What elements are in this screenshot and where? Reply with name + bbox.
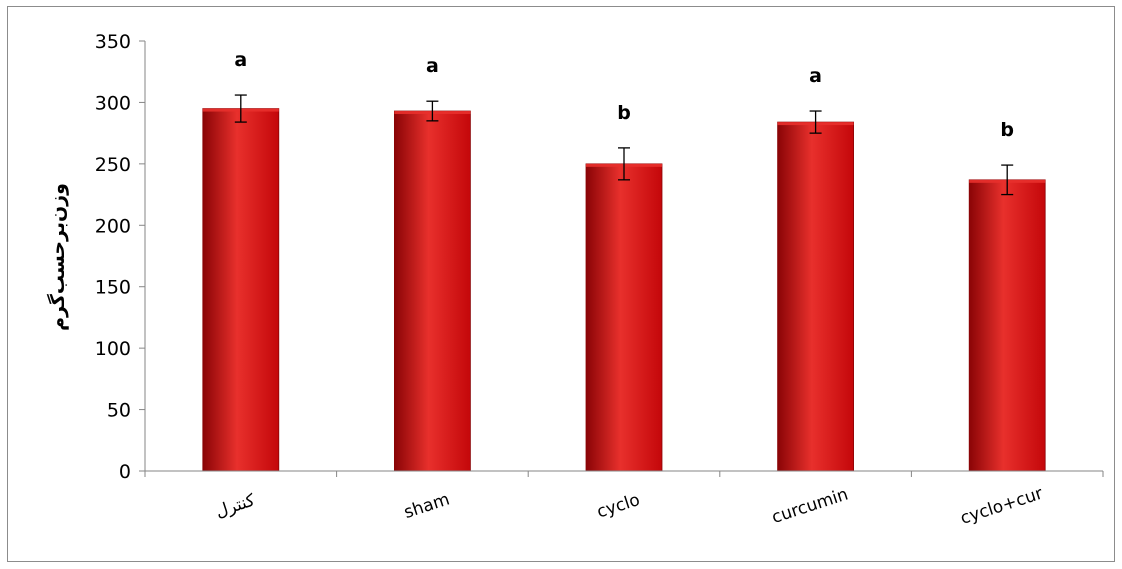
x-category-label: cyclo <box>594 490 642 523</box>
chart-frame <box>7 6 1115 562</box>
x-category-label: کنترل <box>213 490 258 522</box>
y-tick-label: 150 <box>95 277 131 299</box>
y-tick-label: 200 <box>95 215 131 237</box>
y-tick-label: 350 <box>95 31 131 53</box>
bar <box>202 108 280 472</box>
bar <box>777 121 854 472</box>
x-category-label: cyclo+cur <box>958 484 1045 529</box>
significance-label: a <box>234 49 247 71</box>
bar <box>585 163 663 472</box>
x-axis-ticks: کنترل sham cyclo curcumin cyclo+cur <box>144 471 1104 529</box>
y-tick-label: 300 <box>95 92 131 114</box>
significance-label: b <box>617 102 631 124</box>
y-tick-label: 100 <box>95 338 131 360</box>
y-axis-ticks: 0 50 100 150 200 250 300 350 <box>95 31 145 483</box>
error-bars <box>234 94 1014 196</box>
bar <box>968 179 1046 472</box>
bar <box>393 110 471 472</box>
y-axis-title: وزن‌بر‌حسب‌گرم <box>46 183 69 331</box>
y-tick-label: 250 <box>95 154 131 176</box>
y-tick-label: 50 <box>107 400 131 422</box>
bars <box>202 108 1046 472</box>
significance-labels: a a b a b <box>234 49 1014 141</box>
x-category-label: curcumin <box>769 485 850 528</box>
significance-label: a <box>809 65 822 87</box>
x-category-label: sham <box>402 490 453 523</box>
significance-label: a <box>426 55 439 77</box>
significance-label: b <box>1000 119 1014 141</box>
y-tick-label: 0 <box>119 461 131 483</box>
